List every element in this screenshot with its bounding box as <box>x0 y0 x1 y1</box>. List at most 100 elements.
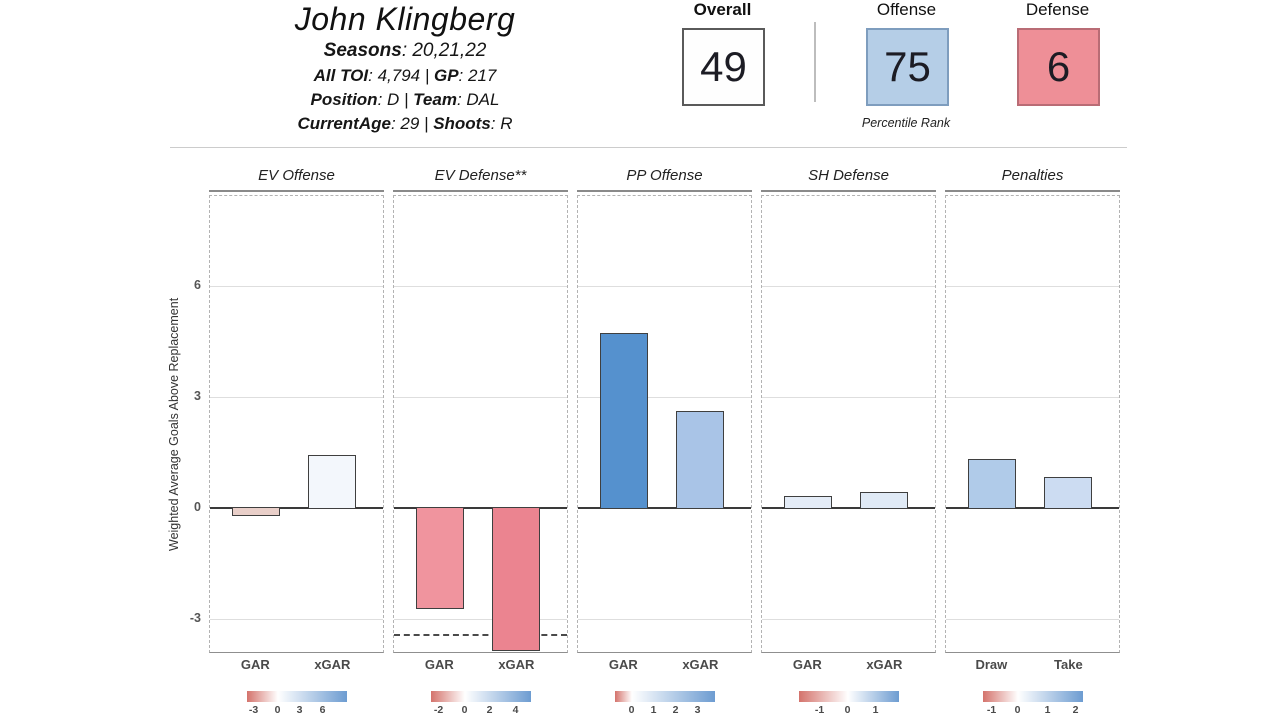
chart-panels: EV Offense GAR xGAR -3 0 3 6 EV Defense** GAR xGA… <box>209 163 1120 716</box>
overall-label: Overall <box>693 0 752 19</box>
gridline <box>210 397 383 398</box>
player-name: John Klingberg <box>294 1 516 37</box>
scale-tick-label: 1 <box>650 704 657 716</box>
color-scale: 0 1 2 3 <box>577 691 752 716</box>
color-scale: -2 0 2 4 <box>393 691 568 716</box>
bar-xgar <box>307 455 357 509</box>
color-scale-ticks: -1 0 1 <box>799 702 899 716</box>
gridline <box>762 619 935 620</box>
color-scale-bar <box>430 691 531 702</box>
scale-tick-label: 0 <box>461 704 468 716</box>
color-scale-ticks: -2 0 2 4 <box>431 702 531 716</box>
bar-xgar <box>675 411 725 509</box>
percentile-rank-caption: Percentile Rank <box>861 116 951 130</box>
y-tick-label: 0 <box>194 500 201 514</box>
chart-panel: SH Defense GAR xGAR -1 0 1 <box>761 163 936 716</box>
panel-title: SH Defense <box>761 163 936 192</box>
scale-tick-label: -2 <box>433 704 444 716</box>
zero-axis-line <box>578 507 751 509</box>
y-tick-label: -3 <box>189 611 201 625</box>
bar-draw <box>967 459 1017 509</box>
category-labels: GAR xGAR <box>761 653 936 675</box>
bar-take <box>1043 477 1093 509</box>
defense-label: Defense <box>1025 0 1090 19</box>
panel-title: PP Offense <box>577 163 752 192</box>
scale-tick-label: 2 <box>486 704 493 716</box>
scale-tick-label: -3 <box>248 704 259 716</box>
gridline <box>946 619 1119 620</box>
bar-xgar <box>859 492 909 509</box>
zero-axis-line <box>762 507 935 509</box>
scale-tick-label: 1 <box>872 704 879 716</box>
bar-gar <box>415 507 465 609</box>
zero-axis-line <box>210 507 383 509</box>
chart-panel: PP Offense GAR xGAR 0 1 2 3 <box>577 163 752 716</box>
y-tick-label: 6 <box>194 278 201 292</box>
gridline <box>578 397 751 398</box>
scale-tick-label: 1 <box>1044 704 1051 716</box>
scale-tick-label: 2 <box>1072 704 1079 716</box>
gridline <box>394 619 567 620</box>
reference-line <box>394 634 567 636</box>
panel-plot <box>393 195 568 653</box>
scale-tick-label: 0 <box>628 704 635 716</box>
gar-chart: Weighted Average Goals Above Replacement… <box>167 163 1120 719</box>
category-label: GAR <box>240 657 270 672</box>
scale-tick-label: 0 <box>274 704 281 716</box>
divider <box>814 22 816 102</box>
header-divider-line <box>170 147 1127 148</box>
scale-tick-label: 0 <box>1014 704 1021 716</box>
bar-xgar <box>491 507 541 651</box>
gridline <box>762 286 935 287</box>
scale-tick-label: 4 <box>512 704 519 716</box>
category-labels: GAR xGAR <box>577 653 752 675</box>
color-scale-bar <box>982 691 1083 702</box>
bar-gar <box>599 333 649 509</box>
category-label: xGAR <box>682 657 719 672</box>
scale-tick-label: 0 <box>844 704 851 716</box>
panel-title: EV Offense <box>209 163 384 192</box>
chart-panel: EV Defense** GAR xGAR -2 0 2 4 <box>393 163 568 716</box>
panel-plot <box>945 195 1120 653</box>
color-scale-bar <box>614 691 715 702</box>
gridline <box>578 286 751 287</box>
category-labels: GAR xGAR <box>393 653 568 675</box>
y-axis-ticks: -3 0 3 6 <box>170 195 206 653</box>
category-label: xGAR <box>498 657 535 672</box>
panel-title: Penalties <box>945 163 1120 192</box>
category-label: GAR <box>424 657 454 672</box>
zero-axis-line <box>394 507 567 509</box>
gridline <box>210 619 383 620</box>
scale-tick-label: 2 <box>672 704 679 716</box>
category-labels: Draw Take <box>945 653 1120 675</box>
category-label: GAR <box>608 657 638 672</box>
y-tick-label: 3 <box>194 389 201 403</box>
category-label: GAR <box>792 657 822 672</box>
zero-axis-line <box>946 507 1119 509</box>
bar-gar <box>231 507 281 516</box>
category-labels: GAR xGAR <box>209 653 384 675</box>
color-scale: -1 0 1 2 <box>945 691 1120 716</box>
scale-tick-label: -1 <box>986 704 997 716</box>
color-scale: -1 0 1 <box>761 691 936 716</box>
panel-plot <box>761 195 936 653</box>
scale-tick-label: 6 <box>319 704 326 716</box>
color-scale-ticks: -3 0 3 6 <box>247 702 347 716</box>
color-scale-ticks: 0 1 2 3 <box>615 702 715 716</box>
chart-panel: EV Offense GAR xGAR -3 0 3 6 <box>209 163 384 716</box>
scale-tick-label: -1 <box>814 704 825 716</box>
category-label: xGAR <box>866 657 903 672</box>
player-info-lines: Seasons: 20,21,22 All TOI: 4,794 | GP: 21… <box>150 38 660 136</box>
panel-plot <box>209 195 384 653</box>
panel-plot <box>577 195 752 653</box>
player-info-line: Position: D | Team: DAL <box>310 90 500 109</box>
gridline <box>210 286 383 287</box>
player-header: John Klingberg Seasons: 20,21,22 All TOI:… <box>150 0 660 136</box>
player-info-line: CurrentAge: 29 | Shoots: R <box>297 114 513 133</box>
category-label: xGAR <box>314 657 351 672</box>
offense-label: Offense <box>876 0 937 19</box>
defense-percentile-box: 6 <box>1017 28 1100 106</box>
scale-tick-label: 3 <box>694 704 701 716</box>
color-scale-bar <box>246 691 347 702</box>
